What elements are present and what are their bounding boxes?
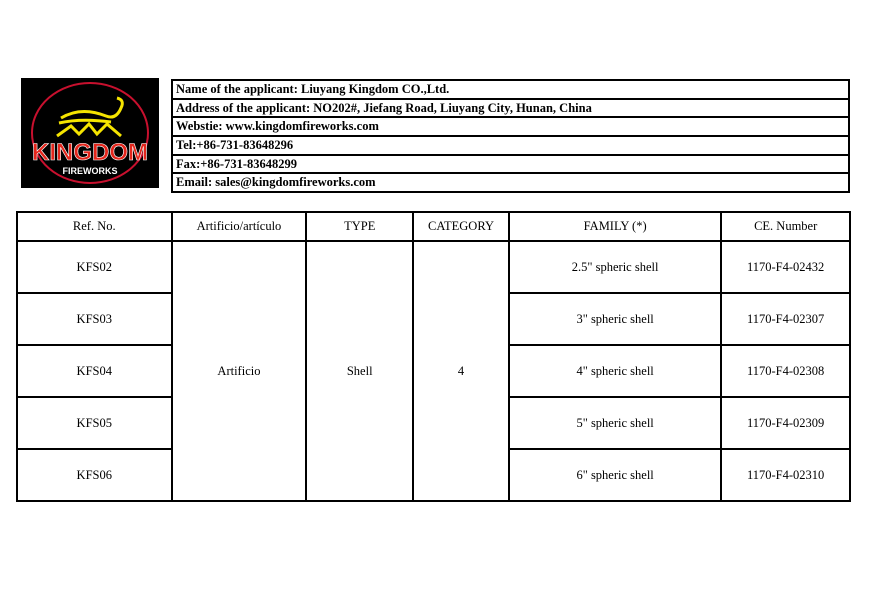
- company-logo: KINGDOM FIREWORKS: [21, 78, 159, 188]
- family-cell: 5" spheric shell: [507, 396, 723, 450]
- family-cell: 6" spheric shell: [507, 448, 723, 502]
- applicant-address: Address of the applicant: NO202#, Jiefan…: [173, 97, 848, 117]
- header-type: TYPE: [305, 211, 415, 242]
- family-cell: 2.5" spheric shell: [507, 240, 723, 294]
- table-row: KFS04 4" spheric shell 1170-F4-02308: [16, 344, 851, 398]
- ref-cell: KFS05: [16, 396, 173, 450]
- table-row: KFS05 5" spheric shell 1170-F4-02309: [16, 396, 851, 450]
- applicant-name: Name of the applicant: Liuyang Kingdom C…: [176, 82, 450, 96]
- artificio-cell: Artificio: [170, 240, 308, 502]
- family-cell: 3" spheric shell: [507, 292, 723, 346]
- header-artificio: Artificio/artículo: [170, 211, 308, 242]
- table-row: KFS06 6" spheric shell 1170-F4-02310: [16, 448, 851, 502]
- family-cell: 4" spheric shell: [507, 344, 723, 398]
- ref-cell: KFS02: [16, 240, 173, 294]
- ref-cell: KFS04: [16, 344, 173, 398]
- category-cell: 4: [412, 240, 510, 502]
- header-ce: CE. Number: [720, 211, 851, 242]
- applicant-tel: Tel:+86-731-83648296: [173, 135, 848, 154]
- ref-cell: KFS03: [16, 292, 173, 346]
- applicant-email: Email: sales@kingdomfireworks.com: [173, 172, 848, 191]
- ce-cell: 1170-F4-02309: [720, 396, 851, 450]
- ce-cell: 1170-F4-02310: [720, 448, 851, 502]
- product-table: Ref. No. Artificio/artículo TYPE CATEGOR…: [16, 211, 851, 502]
- table-row: KFS03 3" spheric shell 1170-F4-02307: [16, 292, 851, 346]
- applicant-fax: Fax:+86-731-83648299: [173, 153, 848, 173]
- ce-cell: 1170-F4-02307: [720, 292, 851, 346]
- type-cell: Shell: [305, 240, 415, 502]
- applicant-website: Webstie: www.kingdomfireworks.com: [173, 116, 848, 135]
- applicant-info: Name of the applicant: Liuyang Kingdom C…: [171, 79, 850, 194]
- ref-cell: KFS06: [16, 448, 173, 502]
- header-category: CATEGORY: [412, 211, 510, 242]
- header-ref: Ref. No.: [16, 211, 173, 242]
- header-family: FAMILY (*): [507, 211, 723, 242]
- svg-text:KINGDOM: KINGDOM: [32, 139, 148, 166]
- ce-cell: 1170-F4-02308: [720, 344, 851, 398]
- svg-text:FIREWORKS: FIREWORKS: [63, 166, 118, 176]
- ce-cell: 1170-F4-02432: [720, 240, 851, 294]
- table-row: KFS02 Artificio Shell 4 2.5" spheric she…: [16, 240, 851, 502]
- table-header: Ref. No. Artificio/artículo TYPE CATEGOR…: [16, 211, 851, 242]
